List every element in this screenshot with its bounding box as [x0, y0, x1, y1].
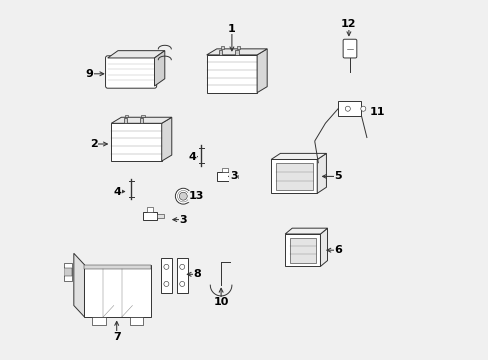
- Text: 12: 12: [341, 19, 356, 30]
- Polygon shape: [111, 117, 171, 123]
- Bar: [206, 55, 257, 93]
- Bar: [219, 50, 222, 55]
- Bar: [220, 46, 224, 49]
- Bar: [177, 258, 187, 292]
- Bar: [125, 114, 128, 117]
- Bar: [140, 118, 143, 123]
- Bar: [217, 172, 231, 181]
- Circle shape: [360, 106, 365, 111]
- Bar: [111, 123, 162, 161]
- Text: 1: 1: [227, 24, 235, 34]
- Text: 13: 13: [188, 191, 203, 201]
- Polygon shape: [107, 51, 164, 58]
- Bar: [146, 207, 152, 212]
- Polygon shape: [257, 49, 266, 93]
- Bar: [64, 269, 72, 276]
- Bar: [157, 214, 163, 218]
- Polygon shape: [317, 153, 326, 193]
- Bar: [236, 46, 240, 49]
- Circle shape: [179, 282, 184, 287]
- Text: 11: 11: [369, 107, 385, 117]
- Bar: [337, 101, 361, 116]
- Circle shape: [179, 192, 187, 200]
- Text: 10: 10: [213, 297, 228, 307]
- Polygon shape: [162, 117, 171, 161]
- Bar: [84, 265, 151, 317]
- Bar: [231, 175, 238, 178]
- Circle shape: [179, 264, 184, 269]
- Bar: [84, 265, 151, 269]
- Bar: [235, 50, 238, 55]
- Text: 4: 4: [188, 152, 196, 162]
- Text: 8: 8: [193, 269, 201, 279]
- Text: 5: 5: [334, 171, 341, 181]
- Text: 4: 4: [114, 186, 122, 197]
- Circle shape: [163, 264, 168, 269]
- Bar: [64, 263, 72, 281]
- Circle shape: [345, 106, 349, 111]
- Bar: [275, 163, 312, 190]
- FancyBboxPatch shape: [343, 39, 356, 58]
- Text: 7: 7: [113, 332, 121, 342]
- Bar: [285, 234, 320, 266]
- Text: 3: 3: [179, 215, 187, 225]
- Circle shape: [163, 282, 168, 287]
- Polygon shape: [206, 49, 266, 55]
- Bar: [270, 159, 317, 193]
- Bar: [129, 317, 143, 325]
- FancyBboxPatch shape: [105, 56, 156, 88]
- Bar: [222, 168, 227, 172]
- Circle shape: [175, 188, 191, 204]
- Polygon shape: [154, 51, 164, 86]
- Bar: [123, 118, 127, 123]
- Polygon shape: [74, 253, 84, 317]
- Bar: [92, 317, 106, 325]
- Bar: [289, 238, 315, 263]
- Polygon shape: [285, 228, 327, 234]
- Polygon shape: [270, 153, 326, 159]
- Text: 3: 3: [229, 171, 237, 181]
- Bar: [141, 114, 144, 117]
- Text: 6: 6: [333, 245, 341, 255]
- Text: 9: 9: [85, 69, 93, 79]
- Bar: [142, 212, 157, 220]
- Text: 2: 2: [90, 139, 98, 149]
- Polygon shape: [320, 228, 327, 266]
- Bar: [161, 258, 171, 292]
